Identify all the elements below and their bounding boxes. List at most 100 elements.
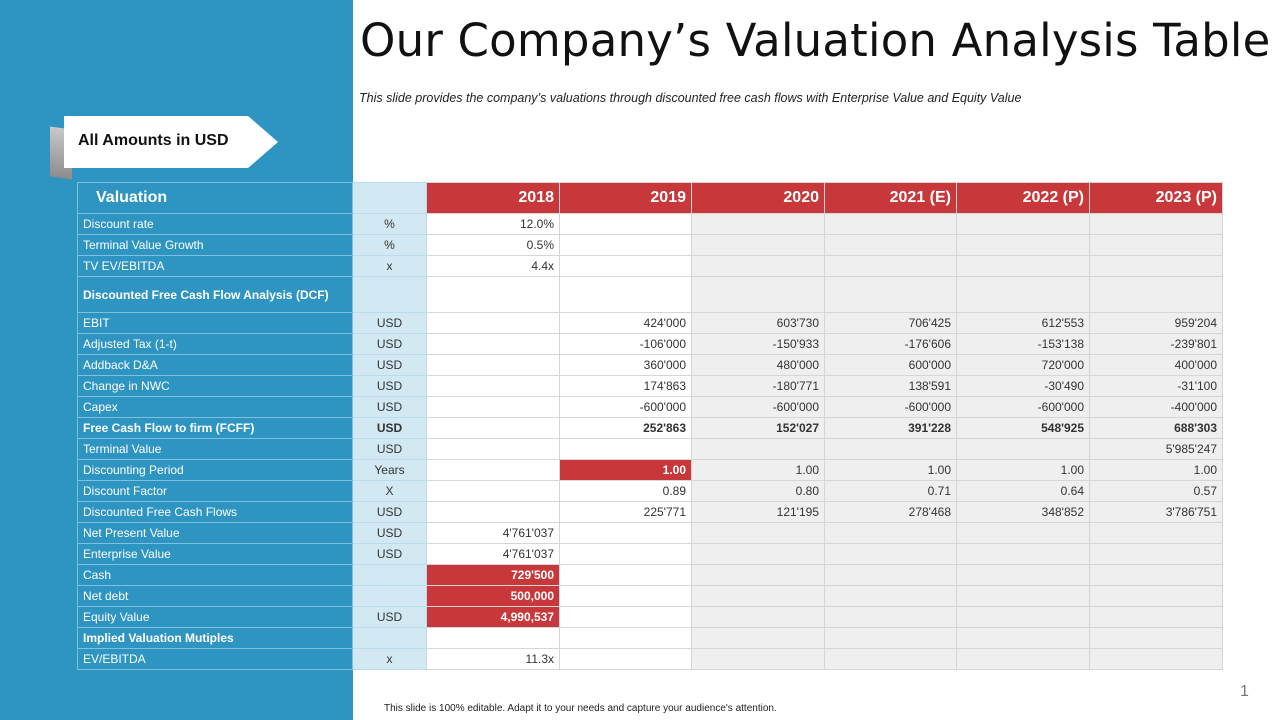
value-cell: 5'985'247 [1089,438,1223,460]
row-label: Net Present Value [77,522,353,544]
row-label: EBIT [77,312,353,334]
value-cell [691,648,825,670]
row-label: Implied Valuation Mutiples [77,627,353,649]
row-label: EV/EBITDA [77,648,353,670]
value-cell [824,564,957,586]
row-unit [352,564,427,586]
value-cell: 4'761'037 [426,543,560,565]
value-cell [559,234,692,256]
value-cell: 4.4x [426,255,560,277]
value-cell [824,606,957,628]
row-label: Cash [77,564,353,586]
value-cell: 11.3x [426,648,560,670]
value-cell [1089,543,1223,565]
value-cell: 0.71 [824,480,957,502]
value-cell: 600'000 [824,354,957,376]
value-cell [824,213,957,235]
value-cell [956,234,1090,256]
value-cell: -400'000 [1089,396,1223,418]
value-cell [559,648,692,670]
row-unit: x [352,648,427,670]
value-cell [691,564,825,586]
value-cell [1089,276,1223,313]
value-cell: 400'000 [1089,354,1223,376]
page-title: Our Company’s Valuation Analysis Table [360,14,1271,67]
value-cell [559,543,692,565]
value-cell: 0.64 [956,480,1090,502]
page-number: 1 [1240,683,1249,700]
table-row: Net Present Value USD 4'761'037 [77,522,1223,544]
value-cell [691,543,825,565]
value-cell: -600'000 [956,396,1090,418]
row-label: Capex [77,396,353,418]
value-cell: 729'500 [426,564,560,586]
value-cell [559,564,692,586]
row-label: Change in NWC [77,375,353,397]
row-unit: USD [352,501,427,523]
value-cell [824,234,957,256]
value-cell [1089,213,1223,235]
row-label: Terminal Value Growth [77,234,353,256]
table-row: Terminal Value Growth% 0.5% [77,234,1223,256]
row-label: Enterprise Value [77,543,353,565]
value-cell [426,438,560,460]
value-cell: 720'000 [956,354,1090,376]
row-label: Discounted Free Cash Flow Analysis (DCF) [77,276,353,313]
table-row: Change in NWC USD 174'863 -180'771 138'591 -3… [77,375,1223,397]
value-cell [426,333,560,355]
table-row: Cash 729'500 [77,564,1223,586]
table-row: Discount Factor X 0.89 0.80 0.71 0.64 0.57 [77,480,1223,502]
row-label: Equity Value [77,606,353,628]
value-cell [559,276,692,313]
value-cell [956,213,1090,235]
banner-arrow [64,116,278,168]
value-cell [559,522,692,544]
value-cell: -600'000 [691,396,825,418]
value-cell: 391'228 [824,417,957,439]
row-label: Discounting Period [77,459,353,481]
value-cell: 706'425 [824,312,957,334]
row-unit [352,627,427,649]
table-header-row: Valuation 2018 2019 2020 2021 (E) 2022 (… [77,182,1223,214]
value-cell [956,438,1090,460]
value-cell [691,255,825,277]
row-label: Discount Factor [77,480,353,502]
value-cell: 0.57 [1089,480,1223,502]
value-cell [1089,627,1223,649]
value-cell [426,354,560,376]
row-unit: USD [352,354,427,376]
value-cell [426,480,560,502]
value-cell: 0.5% [426,234,560,256]
header-cell: 2020 [691,182,825,214]
value-cell [824,627,957,649]
value-cell [956,276,1090,313]
value-cell [559,255,692,277]
row-label: TV EV/EBITDA [77,255,353,277]
value-cell [426,501,560,523]
row-unit: USD [352,417,427,439]
row-unit: USD [352,522,427,544]
value-cell [1089,255,1223,277]
table-row: Discounting Period Years 1.00 1.00 1.00 1.00 1… [77,459,1223,481]
value-cell [956,648,1090,670]
value-cell: 225'771 [559,501,692,523]
value-cell: 152'027 [691,417,825,439]
value-cell [426,417,560,439]
table-body: Discount rate% 12.0% Terminal Value Growth… [77,213,1223,670]
value-cell [1089,606,1223,628]
value-cell [956,606,1090,628]
value-cell: 174'863 [559,375,692,397]
value-cell [691,276,825,313]
value-cell [559,585,692,607]
value-cell: 348'852 [956,501,1090,523]
value-cell: 0.89 [559,480,692,502]
row-label: Discounted Free Cash Flows [77,501,353,523]
row-unit [352,276,427,313]
row-unit: Years [352,459,427,481]
value-cell: -600'000 [559,396,692,418]
row-unit: USD [352,375,427,397]
value-cell [426,627,560,649]
table-row: Enterprise Value USD 4'761'037 [77,543,1223,565]
header-cell: 2019 [559,182,692,214]
value-cell: 121'195 [691,501,825,523]
